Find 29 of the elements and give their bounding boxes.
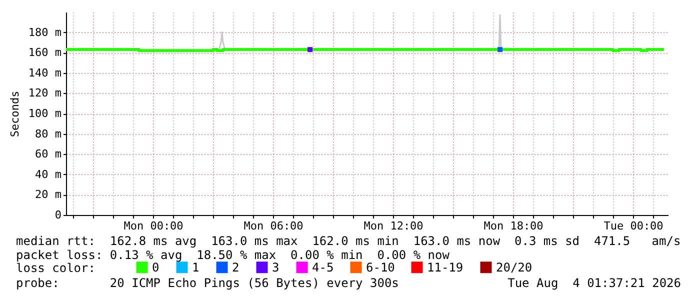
- legend-label: 4-5: [312, 260, 334, 274]
- x-tick-label: Mon 18:00: [484, 220, 544, 232]
- y-tick-label: 100 m: [28, 107, 62, 120]
- legend-label: 0: [152, 260, 160, 274]
- x-tick-label: Mon 00:00: [124, 220, 184, 232]
- y-tick-label: 60 m: [35, 148, 62, 161]
- x-tick-label: Mon 12:00: [364, 220, 424, 232]
- y-tick-label: 80 m: [35, 127, 62, 140]
- text: probe: 20 ICMP Echo Pings (56 Bytes) every 300s: [16, 276, 399, 290]
- legend-label: 1: [192, 260, 200, 274]
- legend-label: 6-10: [366, 260, 395, 274]
- y-tick-label: 40 m: [35, 168, 62, 181]
- y-tick-label: 160 m: [28, 46, 62, 60]
- y-tick-label: 180 m: [28, 26, 62, 39]
- y-tick-label: 0: [54, 208, 62, 222]
- x-tick-label: Tue 00:00: [604, 220, 664, 232]
- text: packet loss: 0.13 % avg 18.50 % max 0.00 % min 0.00 % now: [16, 248, 450, 262]
- y-tick-label: 120 m: [28, 86, 62, 100]
- text: median rtt: 162.8 ms avg 163.0 ms max 162.0 ms min 163.0 ms now 0.3 ms sd 471.5 am/s: [16, 234, 681, 248]
- legend-label: 11-19: [427, 260, 464, 274]
- y-axis-title: Seconds: [8, 90, 22, 138]
- x-tick-label: Mon 06:00: [244, 220, 304, 232]
- legend-label: 2: [232, 260, 240, 274]
- y-tick-label: 20 m: [35, 188, 62, 202]
- legend-label: 3: [272, 260, 280, 274]
- text: Tue Aug 4 01:37:21 2026: [508, 276, 681, 290]
- legend-label: 20/20: [496, 260, 532, 274]
- legend-title: loss color:: [16, 261, 96, 275]
- y-tick-label: 140 m: [28, 66, 62, 80]
